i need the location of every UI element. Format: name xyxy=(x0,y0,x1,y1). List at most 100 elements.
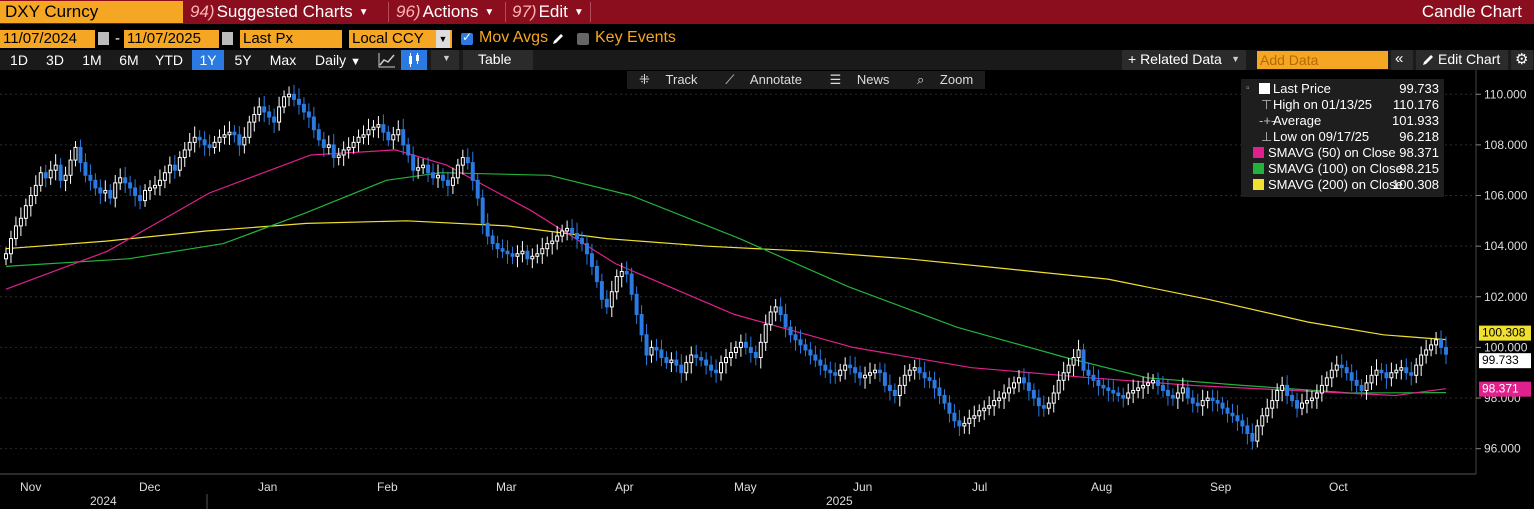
candle-body xyxy=(1374,369,1379,376)
candle-body xyxy=(18,217,23,227)
news-tool[interactable]: ☰ News xyxy=(824,72,896,87)
y-tick-label: 110.000 xyxy=(1484,87,1527,101)
candle-body xyxy=(877,369,882,374)
candle-body xyxy=(565,227,570,232)
add-data-input[interactable]: Add Data xyxy=(1257,51,1388,69)
range-6m[interactable]: 6M xyxy=(119,52,139,68)
candle-body xyxy=(33,184,38,197)
candle-body xyxy=(296,98,301,105)
candle-body xyxy=(649,346,654,356)
range-1m[interactable]: 1M xyxy=(82,52,102,68)
range-max[interactable]: Max xyxy=(269,52,297,68)
candle-body xyxy=(1131,389,1136,394)
end-date-field[interactable]: 11/07/2025 xyxy=(124,30,219,48)
legend-value: 96.218 xyxy=(1399,129,1439,144)
key-events-checkbox[interactable] xyxy=(577,33,589,45)
calendar-icon[interactable] xyxy=(222,32,233,45)
candle-body xyxy=(828,369,833,374)
calendar-icon[interactable] xyxy=(98,32,109,45)
range-1y[interactable]: 1Y xyxy=(192,50,224,70)
zoom-tool[interactable]: ⌕ Zoom xyxy=(911,72,979,87)
x-month-label: May xyxy=(734,480,757,494)
frequency-select[interactable]: Daily ▼ xyxy=(308,50,368,70)
collapse-icon[interactable]: ▫ xyxy=(1246,83,1250,94)
edit-chart-button[interactable]: Edit Chart xyxy=(1416,50,1508,70)
candle-body xyxy=(724,357,728,364)
chart-style-dropdown[interactable]: ▼ xyxy=(431,50,459,70)
high-marker-icon: ⊤ xyxy=(1261,97,1273,112)
candle-body xyxy=(485,222,490,237)
currency-select[interactable]: Local CCY ▼ xyxy=(349,30,452,48)
field-select[interactable]: Last Px xyxy=(240,30,342,48)
range-3d[interactable]: 3D xyxy=(46,52,64,68)
candle-body xyxy=(88,174,93,181)
top-bar: DXY Curncy 94) Suggested Charts ▼ 96) Actio… xyxy=(0,0,1534,24)
candle-body xyxy=(460,157,465,166)
candle-body xyxy=(346,146,351,151)
suggested-charts-menu[interactable]: 94) Suggested Charts ▼ xyxy=(190,0,369,24)
candle-body xyxy=(1156,379,1160,386)
range-ytd[interactable]: YTD xyxy=(155,52,183,68)
legend-last-price[interactable]: ▫ Last Price 99.733 xyxy=(1241,81,1444,97)
candle-body xyxy=(287,93,292,98)
mov-avgs-label[interactable]: Mov Avgs xyxy=(479,29,549,46)
candle-body xyxy=(252,114,257,123)
related-data-button[interactable]: + Related Data ▼ xyxy=(1122,50,1246,70)
line-chart-icon[interactable] xyxy=(378,52,396,68)
range-1d[interactable]: 1D xyxy=(10,52,28,68)
candle-body xyxy=(555,235,560,242)
mov-avgs-checkbox[interactable] xyxy=(461,30,473,45)
candle-body xyxy=(1215,400,1220,404)
candle-body xyxy=(162,172,167,181)
settings-button[interactable]: ⚙ xyxy=(1511,50,1533,70)
ticker-field[interactable]: DXY Curncy xyxy=(0,1,183,23)
legend-swatch xyxy=(1253,179,1264,190)
candle-body xyxy=(1364,382,1369,391)
candle-body xyxy=(311,116,316,131)
key-events-label[interactable]: Key Events xyxy=(595,29,676,46)
candle-body xyxy=(843,364,848,371)
start-date-field[interactable]: 11/07/2024 xyxy=(0,30,95,48)
candle-body xyxy=(907,369,912,376)
pencil-icon[interactable] xyxy=(551,32,565,46)
candle-body xyxy=(887,384,892,391)
candle-body xyxy=(401,129,406,146)
candle-body xyxy=(1126,392,1131,399)
candle-body xyxy=(242,136,247,146)
edit-menu[interactable]: 97) Edit ▼ xyxy=(512,0,584,24)
collapse-button[interactable]: « xyxy=(1391,50,1413,70)
candle-body xyxy=(341,149,346,156)
candle-body xyxy=(247,121,252,138)
y-axis: 96.00098.000100.000102.000104.000106.000… xyxy=(1475,70,1528,474)
candle-body xyxy=(778,306,783,316)
x-month-label: Sep xyxy=(1210,480,1232,494)
candle-body xyxy=(1339,364,1344,369)
candle-body xyxy=(38,172,43,186)
candle-chart-toggle[interactable] xyxy=(401,50,427,70)
candle-body xyxy=(470,162,475,181)
caret-down-icon: ▼ xyxy=(573,6,584,18)
candle-body xyxy=(922,372,927,379)
track-tool[interactable]: ⁜ Track xyxy=(633,72,704,87)
actions-menu[interactable]: 96) Actions ▼ xyxy=(396,0,494,24)
legend-sma100[interactable]: SMAVG (100) on Close 98.215 xyxy=(1241,161,1444,177)
candle-body xyxy=(381,124,386,133)
legend-value: 98.215 xyxy=(1399,161,1439,176)
candle-body xyxy=(1101,384,1106,389)
candle-body xyxy=(73,146,78,161)
annotate-tool[interactable]: ⟋ Annotate xyxy=(719,72,808,87)
legend-sma200[interactable]: SMAVG (200) on Close 100.308 xyxy=(1241,177,1444,193)
candle-body xyxy=(1066,364,1071,374)
candle-body xyxy=(609,291,614,308)
date-separator: - xyxy=(115,30,120,47)
candle-body xyxy=(396,129,401,136)
candle-chart[interactable]: 96.00098.000100.000102.000104.000106.000… xyxy=(0,70,1534,509)
candle-body xyxy=(138,195,143,202)
candle-body xyxy=(411,154,416,171)
range-5y[interactable]: 5Y xyxy=(234,52,252,68)
table-button[interactable]: Table xyxy=(463,50,533,70)
legend-sma50[interactable]: SMAVG (50) on Close 98.371 xyxy=(1241,145,1444,161)
candle-body xyxy=(798,339,803,346)
candle-body xyxy=(1026,382,1031,391)
x-month-label: Mar xyxy=(496,480,517,494)
